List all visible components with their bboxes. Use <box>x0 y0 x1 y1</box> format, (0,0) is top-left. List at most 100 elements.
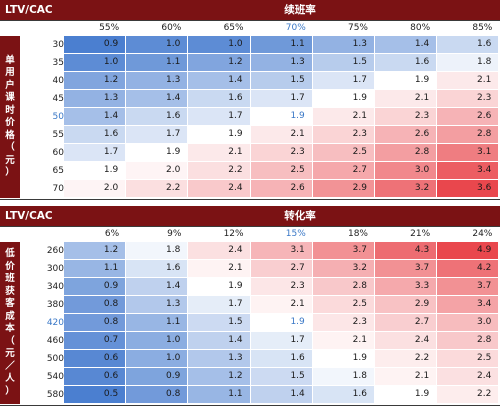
row-axis-char: 时 <box>5 104 15 116</box>
heatmap-cell: 1.0 <box>188 36 250 53</box>
row-header: 580 <box>46 390 64 400</box>
heatmap-cell: 0.6 <box>64 368 126 385</box>
row-header: 500 <box>46 354 64 364</box>
heatmap-cell: 1.7 <box>250 90 312 107</box>
row-header: 70 <box>52 184 64 194</box>
heatmap-cell: 1.0 <box>126 332 188 349</box>
heatmap-cell: 2.2 <box>126 180 188 197</box>
heatmap-cell: 1.3 <box>126 72 188 89</box>
heatmap-cell: 1.9 <box>375 386 437 403</box>
heatmap-cell: 2.8 <box>437 332 499 349</box>
heatmap-cell: 1.9 <box>64 162 126 179</box>
heatmap-cell: 2.1 <box>375 90 437 107</box>
heatmap-cell: 1.7 <box>188 296 250 313</box>
heatmap-cell: 2.1 <box>437 72 499 89</box>
column-header: 24% <box>472 229 493 239</box>
heatmap-cell: 1.9 <box>250 314 312 331</box>
heatmap-cell: 2.5 <box>312 296 374 313</box>
heatmap-cell: 1.4 <box>64 108 126 125</box>
ltv-cac-table-conversion: LTV/CAC 转化率 低价班获客成本（元／人） 6% 9% 12% 15% 18% 21… <box>0 206 500 408</box>
heatmap-cell: 1.6 <box>312 386 374 403</box>
heatmap-cell: 3.3 <box>375 278 437 295</box>
heatmap-cell: 1.7 <box>64 144 126 161</box>
row-header: 30 <box>52 40 64 50</box>
heatmap-cell: 1.6 <box>126 108 188 125</box>
heatmap-cell: 4.2 <box>437 260 499 277</box>
heatmap-cell: 2.4 <box>188 242 250 259</box>
heatmap-cell: 2.3 <box>250 144 312 161</box>
heatmap-cell: 1.6 <box>375 54 437 71</box>
heatmap-cell: 2.1 <box>375 368 437 385</box>
heatmap-cell: 1.8 <box>437 54 499 71</box>
row-axis-char: 元 <box>5 348 15 359</box>
column-header: 70% <box>285 23 306 33</box>
row-header: 540 <box>46 372 64 382</box>
heatmap-cell: 1.2 <box>64 242 126 259</box>
heatmap-cell: 2.3 <box>312 314 374 331</box>
heatmap-cell: 2.6 <box>250 180 312 197</box>
heatmap-cell: 2.9 <box>375 296 437 313</box>
row-axis-char: 单 <box>5 54 15 66</box>
heatmap-cell: 1.5 <box>188 314 250 331</box>
row-header: 45 <box>52 94 64 104</box>
heatmap-cell: 3.0 <box>437 314 499 331</box>
heatmap-cell: 1.4 <box>375 36 437 53</box>
heatmap-cell: 2.8 <box>312 278 374 295</box>
column-header: 75% <box>347 23 368 33</box>
heatmap-cell: 3.6 <box>437 180 499 197</box>
heatmap-cell: 2.7 <box>375 314 437 331</box>
heatmap-cell: 2.3 <box>375 108 437 125</box>
row-axis-char: 价 <box>5 260 15 272</box>
heatmap-cell: 3.4 <box>437 162 499 179</box>
heatmap-cell: 1.7 <box>312 72 374 89</box>
corner-label: LTV/CAC <box>5 210 53 222</box>
row-axis-char: 获 <box>5 285 15 297</box>
heatmap-cell: 1.4 <box>250 386 312 403</box>
row-axis-char: 低 <box>5 248 15 259</box>
heatmap-cell: 1.0 <box>126 36 188 53</box>
column-header: 85% <box>472 23 493 33</box>
row-axis-char: 人 <box>5 373 15 384</box>
row-header: 65 <box>52 166 64 176</box>
column-header: 6% <box>104 229 120 239</box>
table-header-bar <box>0 206 500 226</box>
heatmap-cell: 2.1 <box>250 296 312 313</box>
heatmap-cell: 2.1 <box>312 108 374 125</box>
row-header: 60 <box>52 148 64 158</box>
row-header: 260 <box>46 246 64 256</box>
heatmap-cell: 2.4 <box>188 180 250 197</box>
heatmap-cell: 3.1 <box>250 242 312 259</box>
heatmap-cell: 1.6 <box>250 350 312 367</box>
row-axis-char: 价 <box>5 117 15 128</box>
row-axis-char: 户 <box>5 79 15 91</box>
table-bottom-line <box>0 199 500 200</box>
column-header: 9% <box>167 229 182 239</box>
heatmap-cell: 1.6 <box>437 36 499 53</box>
heatmap-cell: 1.7 <box>126 126 188 143</box>
heatmap-cell: 1.5 <box>250 368 312 385</box>
heatmap-cell: 1.2 <box>188 54 250 71</box>
heatmap-cell: 0.9 <box>64 36 126 53</box>
table-title: 转化率 <box>284 210 316 222</box>
heatmap-cell: 2.6 <box>375 126 437 143</box>
heatmap-cell: 0.9 <box>64 278 126 295</box>
heatmap-cell: 1.3 <box>250 54 312 71</box>
heatmap-cell: 2.3 <box>250 278 312 295</box>
header-divider <box>0 20 500 21</box>
row-axis-label: 低价班获客成本（元／人） <box>0 242 20 404</box>
heatmap-cell: 1.0 <box>126 350 188 367</box>
heatmap-cell: 3.7 <box>437 278 499 295</box>
heatmap-cell: 1.6 <box>188 90 250 107</box>
row-axis-char: 成 <box>5 310 15 322</box>
heatmap-cell: 1.9 <box>250 108 312 125</box>
heatmap-cell: 2.2 <box>188 162 250 179</box>
row-header: 420 <box>46 318 64 328</box>
row-axis-char: 班 <box>5 273 15 284</box>
heatmap-cell: 2.7 <box>312 162 374 179</box>
column-header: 80% <box>410 23 431 33</box>
heatmap-cell: 1.9 <box>312 90 374 107</box>
heatmap-cell: 3.2 <box>375 180 437 197</box>
heatmap-cell: 0.6 <box>64 350 126 367</box>
heatmap-cell: 2.5 <box>312 144 374 161</box>
heatmap-cell: 2.3 <box>312 126 374 143</box>
